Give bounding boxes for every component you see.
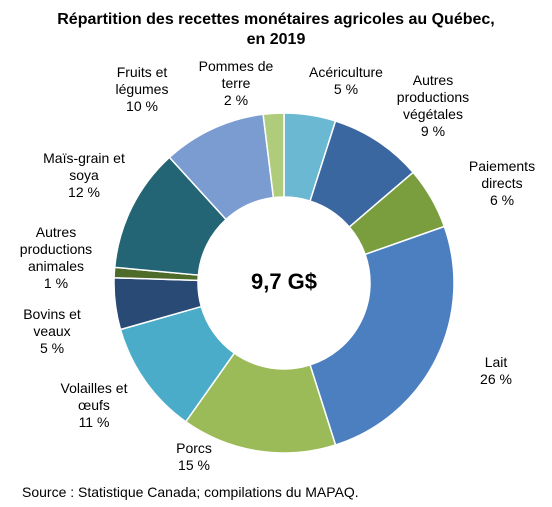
slice-name-2-0: Paiements xyxy=(468,158,536,174)
slice-name-8-0: Maïs-grain et xyxy=(43,150,125,166)
slice-percent-2: 6 % xyxy=(489,192,515,208)
slice-name-1-1: productions xyxy=(396,89,470,105)
center-total-label: 9,7 G$ xyxy=(250,269,318,294)
slice-name-7-0: Autres xyxy=(35,224,77,240)
slice-percent-9: 10 % xyxy=(126,98,158,114)
slice-label-9: Fruits et légumes 10 % xyxy=(116,64,169,115)
slice-name-4-0: Porcs xyxy=(176,440,212,456)
slice-percent-1: 9 % xyxy=(420,123,446,139)
slice-name-8-1: soya xyxy=(69,167,99,183)
slice-name-7-1: productions xyxy=(19,241,93,257)
slice-percent-4: 15 % xyxy=(178,457,210,473)
slice-percent-3: 26 % xyxy=(480,371,512,387)
slice-label-7: Autres productions animales 1 % xyxy=(20,224,92,292)
source-note: Source : Statistique Canada; compilation… xyxy=(22,484,359,500)
slice-name-10-1: terre xyxy=(221,75,251,91)
slice-name-5-0: Volailles et xyxy=(60,380,128,396)
slice-name-1-2: végétales xyxy=(403,106,463,122)
slice-name-6-1: veaux xyxy=(33,323,71,339)
slice-name-7-2: animales xyxy=(27,258,85,274)
slice-percent-0: 5 % xyxy=(333,81,359,97)
chart-title-line-2: en 2019 xyxy=(246,31,306,48)
slice-label-1: Autres productions végétales 9 % xyxy=(397,72,469,140)
slice-name-2-1: directs xyxy=(481,175,523,191)
slice-label-8: Maïs-grain et soya 12 % xyxy=(43,150,125,201)
slice-name-9-0: Fruits et xyxy=(116,64,168,80)
slice-percent-7: 1 % xyxy=(43,275,69,291)
slice-label-3: Lait 26 % xyxy=(480,354,512,388)
slice-label-5: Volailles et œufs 11 % xyxy=(61,380,128,431)
slice-name-1-0: Autres xyxy=(412,72,454,88)
slice-name-5-1: œufs xyxy=(78,397,110,413)
slice-name-0-0: Acériculture xyxy=(309,64,383,80)
slice-name-9-1: légumes xyxy=(115,81,169,97)
slice-percent-10: 2 % xyxy=(223,92,249,108)
chart-title-line-1: Répartition des recettes monétaires agri… xyxy=(57,11,495,28)
slice-name-3-0: Lait xyxy=(484,354,508,370)
slice-label-10: Pommes de terre 2 % xyxy=(199,58,274,109)
slice-label-0: Acériculture 5 % xyxy=(309,64,383,98)
slice-label-2: Paiements directs 6 % xyxy=(469,158,535,209)
donut-hole xyxy=(198,197,370,369)
slice-name-10-0: Pommes de xyxy=(198,58,274,74)
slice-name-6-0: Bovins et xyxy=(23,306,81,322)
slice-percent-8: 12 % xyxy=(68,184,100,200)
slice-percent-5: 11 % xyxy=(78,414,110,430)
slice-label-6: Bovins et veaux 5 % xyxy=(23,306,81,357)
chart-title: Répartition des recettes monétaires agri… xyxy=(0,10,552,50)
slice-label-4: Porcs 15 % xyxy=(176,440,212,474)
slice-percent-6: 5 % xyxy=(39,340,65,356)
